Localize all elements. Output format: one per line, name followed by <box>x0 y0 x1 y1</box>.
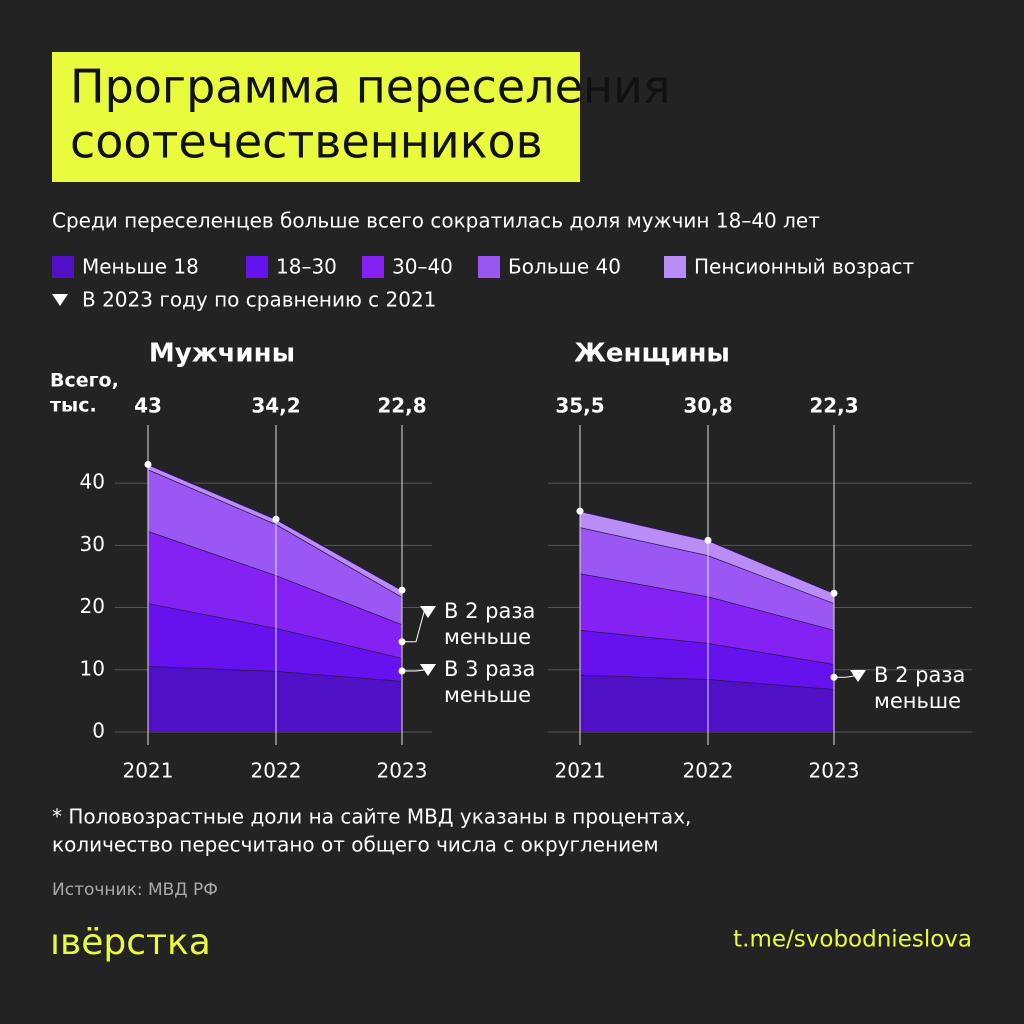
annotation-triangle <box>850 670 866 682</box>
annotation-triangle <box>420 664 436 676</box>
totals-label: Всего, <box>50 370 119 392</box>
area-layer <box>580 629 834 690</box>
area-layer <box>580 527 834 630</box>
legend-swatch <box>478 256 500 278</box>
legend-label: 30–40 <box>392 255 453 279</box>
legend-label: Меньше 18 <box>82 255 199 279</box>
total-label: 30,8 <box>683 394 732 418</box>
annotation-connector <box>834 675 855 678</box>
footnote: количество пересчитано от общего числа с… <box>52 833 659 857</box>
total-dot <box>830 589 838 597</box>
title: Программа переселения <box>70 60 671 114</box>
chart-title: Мужчины <box>149 339 295 369</box>
area-layer <box>148 666 402 732</box>
total-dot <box>144 460 152 468</box>
legend-note: В 2023 году по сравнению с 2021 <box>82 288 436 312</box>
link[interactable]: t.me/svobodnieslova <box>733 927 972 953</box>
area-layer <box>148 531 402 658</box>
legend-label: Больше 40 <box>508 255 621 279</box>
x-tick-label: 2022 <box>683 759 734 783</box>
legend-triangle <box>52 294 68 306</box>
area-layer <box>580 573 834 665</box>
total-label: 35,5 <box>555 394 604 418</box>
total-dot <box>398 586 406 594</box>
total-dot <box>576 507 584 515</box>
legend-swatch <box>246 256 268 278</box>
y-tick-label: 0 <box>92 719 105 743</box>
area-layer <box>148 464 402 597</box>
y-tick-label: 20 <box>80 594 105 618</box>
source: Источник: МВД РФ <box>52 880 218 900</box>
annotation-text: меньше <box>874 689 961 713</box>
annotation-text: меньше <box>444 683 531 707</box>
legend-label: 18–30 <box>276 255 337 279</box>
y-tick-label: 10 <box>80 656 105 680</box>
logo: ıвёрстка <box>50 922 211 963</box>
x-tick-label: 2023 <box>377 759 428 783</box>
area-layer <box>148 469 402 625</box>
title-box <box>52 52 580 182</box>
annotation-text: В 2 раза <box>444 599 535 623</box>
x-tick-label: 2022 <box>251 759 302 783</box>
legend-label: Пенсионный возраст <box>694 255 915 279</box>
total-label: 34,2 <box>251 394 300 418</box>
total-label: 43 <box>134 394 162 418</box>
annotation-connector <box>402 669 425 672</box>
annotation-text: В 3 раза <box>444 657 535 681</box>
total-label: 22,3 <box>809 394 858 418</box>
area-layer <box>580 511 834 604</box>
footnote: * Половозрастные доли на сайте МВД указа… <box>52 805 691 829</box>
area-layer <box>148 603 402 681</box>
annotation-text: меньше <box>444 625 531 649</box>
x-tick-label: 2021 <box>555 759 606 783</box>
area-layer <box>580 674 834 732</box>
annotation-connector <box>402 611 425 643</box>
annotation-triangle <box>420 606 436 618</box>
legend-swatch <box>664 256 686 278</box>
annotation-text: В 2 раза <box>874 663 965 687</box>
chart-title: Женщины <box>574 339 730 369</box>
total-label: 22,8 <box>377 394 426 418</box>
legend-swatch <box>362 256 384 278</box>
legend-swatch <box>52 256 74 278</box>
totals-label: тыс. <box>50 395 97 417</box>
total-dot <box>704 536 712 544</box>
y-tick-label: 30 <box>80 532 105 556</box>
y-tick-label: 40 <box>80 470 105 494</box>
total-dot <box>272 515 280 523</box>
subtitle: Среди переселенцев больше всего сократил… <box>52 209 820 233</box>
title: соотечественников <box>70 115 543 169</box>
x-tick-label: 2021 <box>123 759 174 783</box>
x-tick-label: 2023 <box>809 759 860 783</box>
